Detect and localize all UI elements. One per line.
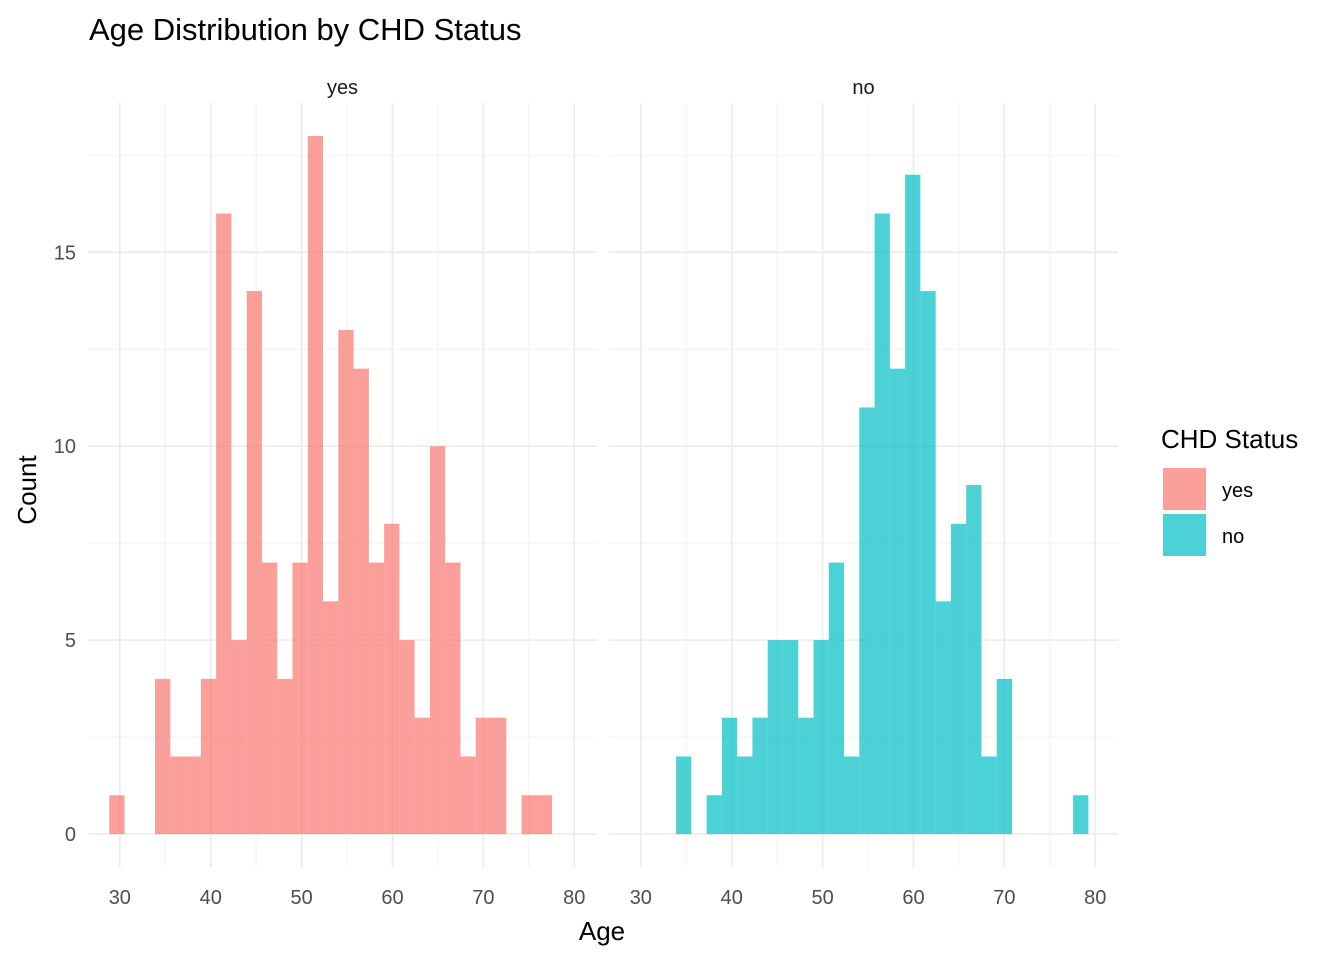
histogram-bar xyxy=(521,795,537,835)
x-tick-label: 40 xyxy=(721,887,743,909)
y-tick-label: 0 xyxy=(65,824,76,846)
x-tick-label: 50 xyxy=(811,887,833,909)
histogram-bar xyxy=(859,407,875,835)
histogram-bar xyxy=(782,640,799,835)
histogram-bar xyxy=(368,562,385,835)
histogram-bar xyxy=(460,756,476,835)
histogram-bar xyxy=(737,756,753,835)
histogram-bar xyxy=(905,174,921,835)
x-tick-label: 40 xyxy=(200,887,222,909)
histogram-bar xyxy=(200,678,217,835)
x-axis-title: Age xyxy=(579,916,625,946)
histogram-bar xyxy=(155,678,171,835)
histogram-bar xyxy=(920,291,936,835)
histogram-bar xyxy=(935,601,951,835)
histogram-bar xyxy=(798,717,814,835)
facet-panels: yes 30 40 50 60 70 80 0 5 10 15 no 30 40 50 60 70 80 xyxy=(54,77,1118,909)
y-axis-title: Count xyxy=(12,455,42,525)
histogram-bar xyxy=(721,717,738,835)
histogram-bar xyxy=(323,601,339,835)
legend-key-no xyxy=(1163,514,1206,556)
histogram-bar xyxy=(353,368,369,835)
histogram-bar xyxy=(384,523,400,835)
x-tick-label: 70 xyxy=(993,887,1015,909)
histogram-bar xyxy=(338,329,354,835)
histogram-bar xyxy=(216,213,232,835)
histogram-bar xyxy=(292,562,308,835)
histogram-bar xyxy=(414,717,430,835)
facet-strip-label: yes xyxy=(327,77,358,99)
histogram-bar xyxy=(889,368,906,835)
histogram-bar xyxy=(966,485,982,835)
legend-title: CHD Status xyxy=(1161,424,1298,454)
histogram-bar xyxy=(170,756,186,835)
x-tick-label: 60 xyxy=(381,887,403,909)
y-tick-label: 5 xyxy=(65,630,76,652)
histogram-bar xyxy=(950,523,967,835)
histogram-bar xyxy=(874,213,890,835)
y-tick-labels: 0 5 10 15 xyxy=(54,242,76,846)
x-tick-labels: 30 40 50 60 70 80 xyxy=(630,887,1107,909)
histogram-bar xyxy=(491,717,507,835)
histogram-bar xyxy=(429,446,446,835)
histogram-bar xyxy=(109,795,125,835)
histogram-bar xyxy=(399,640,415,835)
histogram-bar xyxy=(231,640,247,835)
legend: CHD Status yes no xyxy=(1161,424,1298,556)
x-tick-label: 30 xyxy=(630,887,652,909)
facet-no: no 30 40 50 60 70 80 xyxy=(609,77,1118,909)
legend-key-yes xyxy=(1163,468,1206,510)
histogram-bar xyxy=(706,795,722,835)
histogram-bar xyxy=(844,756,860,835)
histogram-bar xyxy=(981,756,997,835)
legend-label-no: no xyxy=(1222,526,1244,548)
x-tick-label: 60 xyxy=(902,887,924,909)
x-tick-labels: 30 40 50 60 70 80 xyxy=(109,887,586,909)
histogram-bar xyxy=(752,717,768,835)
histogram-bar xyxy=(813,640,829,835)
histogram-bar xyxy=(475,717,492,835)
histogram-bars xyxy=(109,135,553,835)
x-tick-label: 80 xyxy=(563,887,585,909)
x-tick-label: 50 xyxy=(290,887,312,909)
histogram-bars xyxy=(676,174,1089,835)
histogram-bar xyxy=(1073,795,1089,835)
facet-strip-label: no xyxy=(852,77,874,99)
x-tick-label: 80 xyxy=(1084,887,1106,909)
histogram-bar xyxy=(767,640,783,835)
histogram-bar xyxy=(828,562,845,835)
histogram-bar xyxy=(445,562,461,835)
histogram-bar xyxy=(261,562,278,835)
histogram-bar xyxy=(277,678,293,835)
legend-label-yes: yes xyxy=(1222,480,1253,502)
histogram-bar xyxy=(536,795,553,835)
histogram-bar xyxy=(676,756,692,835)
histogram-bar xyxy=(996,678,1013,835)
histogram-bar xyxy=(185,756,201,835)
facet-yes: yes 30 40 50 60 70 80 0 5 10 15 xyxy=(54,77,597,909)
x-tick-label: 30 xyxy=(109,887,131,909)
histogram-bar xyxy=(246,291,262,835)
y-tick-label: 10 xyxy=(54,436,76,458)
y-tick-label: 15 xyxy=(54,242,76,264)
histogram-bar xyxy=(307,135,324,835)
x-tick-label: 70 xyxy=(472,887,494,909)
chart-title: Age Distribution by CHD Status xyxy=(89,12,521,47)
